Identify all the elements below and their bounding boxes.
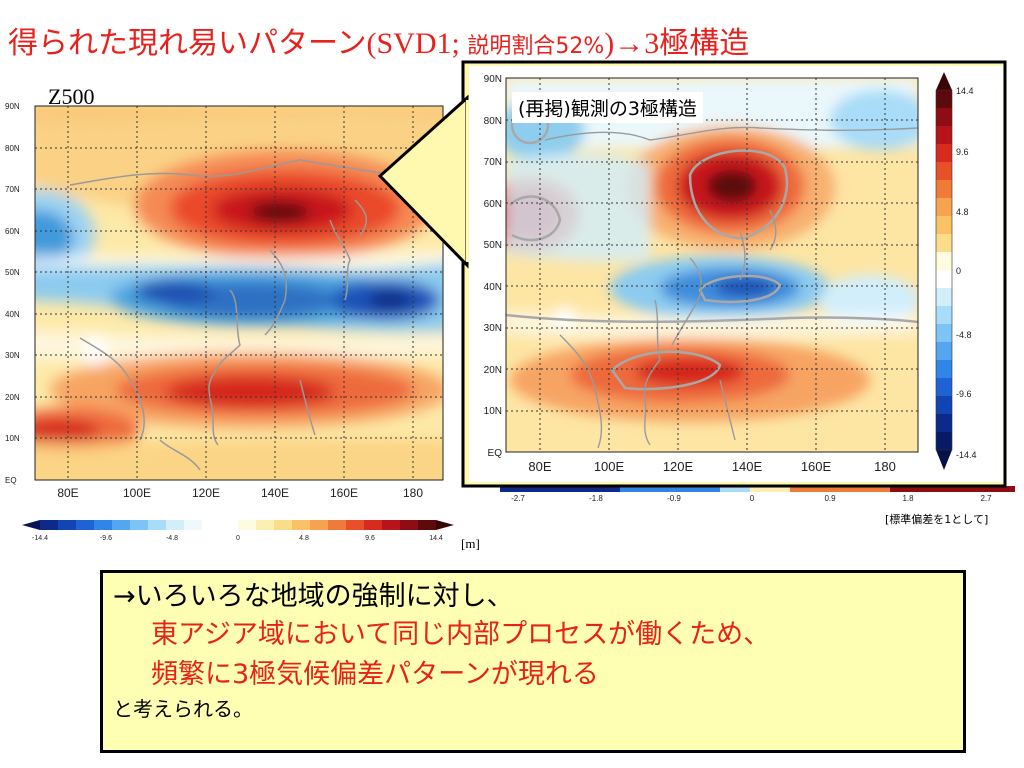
inset-colorbar-tick: -4.8 bbox=[956, 330, 972, 340]
main-colorbar-tick: 4.8 bbox=[299, 535, 309, 542]
title-suffix: 極構造 bbox=[659, 26, 750, 61]
main-colorbar-tick: 0 bbox=[236, 535, 240, 542]
main-lat-tick: 20N bbox=[5, 393, 20, 402]
normalized-tick: -1.8 bbox=[589, 494, 603, 503]
title-paren-open: (SVD1; bbox=[366, 27, 468, 60]
slide-title: 得られた現れ易いパターン(SVD1; 説明割合52%)→3極構造 bbox=[8, 18, 749, 62]
main-lat-tick: 60N bbox=[5, 227, 20, 236]
main-colorbar: -14.4 -9.6 -4.8 0 4.8 9.6 14.4 bbox=[22, 520, 454, 542]
conclusion-box: →いろいろな地域の強制に対し、 東アジア域において同じ内部プロセスが働くため、 … bbox=[100, 570, 966, 753]
inset-lat-tick: 30N bbox=[484, 323, 502, 334]
main-lon-tick: 120E bbox=[192, 486, 220, 500]
inset-lat-tick: 70N bbox=[484, 157, 502, 168]
inset-lat-tick: EQ bbox=[488, 448, 503, 459]
inset-colorbar-tick: 0 bbox=[956, 266, 961, 276]
main-lat-tick: 30N bbox=[5, 351, 20, 360]
main-lat-tick: 50N bbox=[5, 268, 20, 277]
inset-lon-tick: 140E bbox=[732, 459, 763, 474]
main-colorbar-tick: -4.8 bbox=[166, 535, 178, 542]
main-colorbar-tick: 9.6 bbox=[365, 535, 375, 542]
main-lon-tick: 180 bbox=[403, 486, 423, 500]
inset-colorbar-tick: 4.8 bbox=[956, 207, 969, 217]
conclusion-line-4: と考えられる。 bbox=[113, 697, 253, 721]
normalized-tick: -0.9 bbox=[667, 494, 681, 503]
main-lon-tick: 80E bbox=[57, 486, 78, 500]
normalized-tick: 1.8 bbox=[902, 494, 914, 503]
inset-lon-tick: 120E bbox=[663, 459, 694, 474]
title-ratio: 説明割合52% bbox=[467, 34, 605, 59]
main-lat-tick: 80N bbox=[5, 144, 20, 153]
main-map-label: Z500 bbox=[48, 84, 95, 109]
inset-lat-tick: 50N bbox=[484, 240, 502, 251]
conclusion-line-1: →いろいろな地域の強制に対し、 bbox=[113, 581, 514, 612]
main-colorbar-tick: -9.6 bbox=[100, 535, 112, 542]
main-colorbar-tick: -14.4 bbox=[32, 535, 48, 542]
colorbar-unit: [m] bbox=[461, 536, 480, 551]
main-lat-tick: 90N bbox=[5, 102, 20, 111]
main-lat-tick: 70N bbox=[5, 185, 20, 194]
normalized-tick: -2.7 bbox=[511, 494, 525, 503]
title-paren-close: )→3 bbox=[604, 27, 660, 60]
title-main: 得られた現れ易いパターン bbox=[8, 26, 367, 61]
main-lat-tick: 40N bbox=[5, 310, 20, 319]
inset-lon-tick: 160E bbox=[801, 459, 832, 474]
inset-lat-tick: 20N bbox=[484, 365, 502, 376]
main-lat-tick: 10N bbox=[5, 434, 20, 443]
conclusion-line-3: 頻繁に3極気候偏差パターンが現れる bbox=[151, 659, 599, 690]
inset-map: 90N 80N 70N 60N 50N 40N 30N 20N 10N EQ 8… bbox=[484, 74, 919, 474]
main-lon-tick: 160E bbox=[330, 486, 358, 500]
inset-colorbar-tick: -9.6 bbox=[956, 389, 972, 399]
inset-colorbar-tick: 9.6 bbox=[956, 147, 969, 157]
main-colorbar-tick: 14.4 bbox=[429, 535, 443, 542]
inset-colorbar-tick: -14.4 bbox=[956, 450, 977, 460]
inset-lat-tick: 10N bbox=[484, 406, 502, 417]
inset-colorbar-tick: 14.4 bbox=[956, 86, 974, 96]
inset-lon-tick: 100E bbox=[594, 459, 625, 474]
conclusion-line-2: 東アジア域において同じ内部プロセスが働くため、 bbox=[151, 619, 771, 650]
main-map: 90N 80N 70N 60N 50N 40N 30N 20N 10N EQ 8… bbox=[5, 102, 444, 500]
inset-lon-tick: 80E bbox=[528, 459, 551, 474]
main-lon-tick: 100E bbox=[123, 486, 151, 500]
main-lon-tick: 140E bbox=[261, 486, 289, 500]
inset-lon-tick: 180 bbox=[874, 459, 896, 474]
inset-map-label: (再掲)観測の3極構造 bbox=[512, 92, 703, 123]
normalized-note: [標準偏差を1として] bbox=[885, 513, 989, 526]
inset-lat-tick: 60N bbox=[484, 199, 502, 210]
normalized-tick: 0.9 bbox=[824, 494, 836, 503]
inset-lat-tick: 40N bbox=[484, 282, 502, 293]
normalized-tick: 0 bbox=[750, 494, 755, 503]
inset-colorbar: 14.4 9.6 4.8 0 -4.8 -9.6 -14.4 bbox=[935, 72, 977, 470]
main-lat-tick: EQ bbox=[5, 476, 17, 485]
normalized-tick: 2.7 bbox=[980, 494, 992, 503]
inset-lat-tick: 80N bbox=[484, 116, 502, 127]
normalized-colorbar: -2.7 -1.8 -0.9 0 0.9 1.8 2.7 bbox=[500, 486, 1015, 503]
inset-lat-tick: 90N bbox=[484, 74, 502, 85]
